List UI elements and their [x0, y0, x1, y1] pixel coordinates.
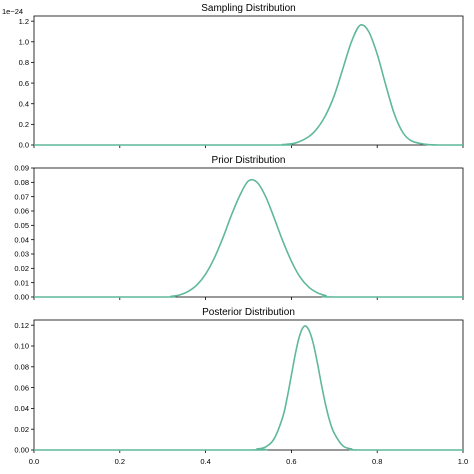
y-tick-label: 0.06	[14, 383, 29, 392]
panel-title: Posterior Distribution	[202, 307, 295, 318]
x-tick-label: 0.2	[115, 457, 125, 466]
density-curve	[33, 325, 463, 451]
x-tick-label: 0.0	[29, 457, 39, 466]
y-tick-label: 0.0	[19, 141, 29, 150]
y-tick-label: 0.12	[14, 321, 29, 330]
y-tick-label: 0.05	[14, 221, 29, 230]
y-tick-label: 0.2	[19, 120, 29, 129]
y-tick-label: 0.4	[19, 99, 29, 108]
y-tick-label: 0.07	[14, 192, 29, 201]
axes-frame	[33, 167, 464, 298]
y-tick-label: 0.09	[14, 164, 29, 173]
y-tick-label: 0.8	[19, 58, 29, 67]
y-tick-label: 0.04	[14, 404, 29, 413]
y-tick-label: 0.08	[14, 363, 29, 372]
y-tick-label: 0.08	[14, 178, 29, 187]
x-tick-label: 0.6	[286, 457, 296, 466]
x-tick-label: 0.8	[372, 457, 382, 466]
panel-title: Sampling Distribution	[201, 3, 296, 14]
axes-frame	[33, 319, 464, 451]
y-tick-label: 1.0	[19, 38, 29, 47]
y-tick-label: 0.02	[14, 425, 29, 434]
panel-2: Prior Distribution 0.00 0.01 0.02 0.03 0.04 0.…	[14, 155, 464, 302]
y-tick-label: 0.10	[14, 342, 29, 351]
x-tick-label: 1.0	[458, 457, 468, 466]
y-tick-label: 0.04	[14, 235, 29, 244]
y-tick-label: 0.01	[14, 278, 29, 287]
y-tick-label: 0.06	[14, 207, 29, 216]
panel-1: Sampling Distribution 0.0 0.2 0.4 0.6 0.8 1.0 1…	[2, 3, 464, 150]
x-tick-label: 0.4	[200, 457, 210, 466]
y-offset-label: 1e−24	[2, 7, 23, 16]
density-curve	[34, 24, 463, 146]
density-curve	[34, 178, 463, 298]
y-tick-label: 1.2	[19, 17, 29, 26]
y-tick-label: 0.02	[14, 264, 29, 273]
y-tick-label: 0.03	[14, 250, 29, 259]
y-tick-label: 0.00	[14, 446, 29, 455]
y-tick-label: 0.00	[14, 293, 29, 302]
panel-3: Posterior Distribution 0.00 0.02 0.04 0.06 0.…	[14, 307, 468, 466]
panel-title: Prior Distribution	[212, 155, 286, 166]
y-tick-label: 0.6	[19, 79, 29, 88]
